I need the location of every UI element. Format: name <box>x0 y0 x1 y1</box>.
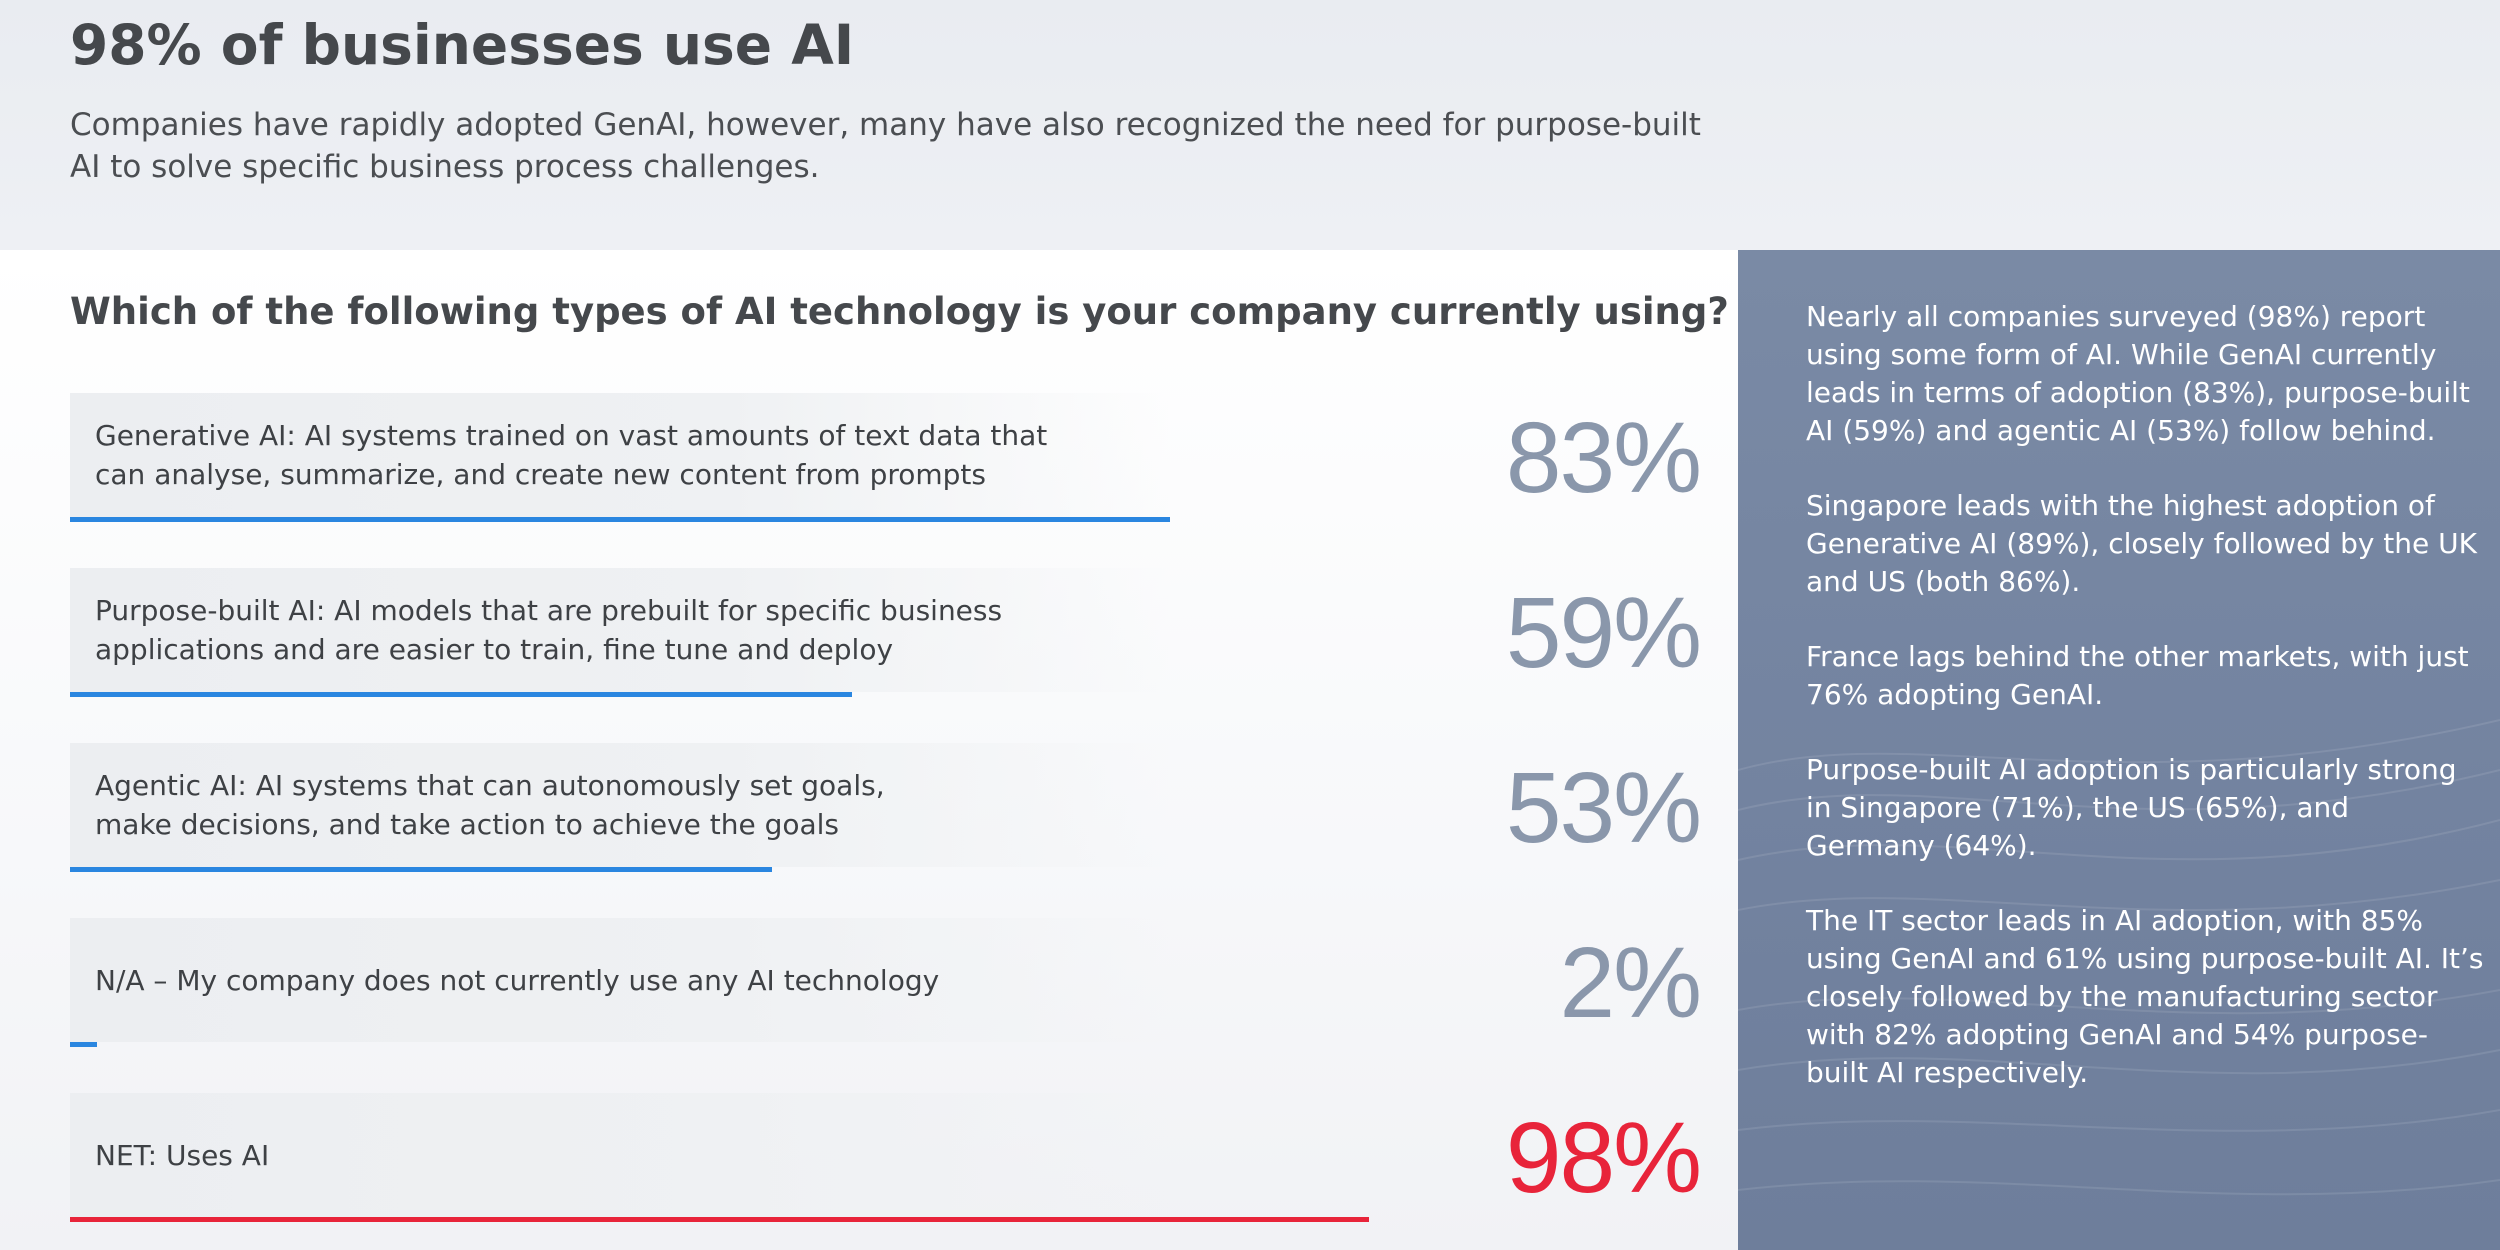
bar <box>70 1042 97 1047</box>
bar-track <box>70 692 1670 697</box>
chart-title: Which of the following types of AI techn… <box>70 290 1729 333</box>
bar-track <box>70 517 1670 522</box>
category-label: NET: Uses AI <box>95 1136 1095 1175</box>
bar <box>70 517 1170 522</box>
insight-paragraph: Nearly all companies surveyed (98%) repo… <box>1806 300 2470 447</box>
category-label: Agentic AI: AI systems that can autonomo… <box>95 766 1095 844</box>
category-label-line: make decisions, and take action to achie… <box>95 808 840 841</box>
data-label: 59% <box>1505 577 1702 689</box>
page-subtitle: Companies have rapidly adopted GenAI, ho… <box>70 107 1701 185</box>
bar <box>70 692 852 697</box>
bar-row: N/A – My company does not currently use … <box>70 918 1702 1048</box>
insights-text: Nearly all companies surveyed (98%) repo… <box>1806 298 2486 1129</box>
category-label-line: can analyse, summarize, and create new c… <box>95 458 986 491</box>
bar-row-card <box>70 743 1170 867</box>
insight-paragraph: Singapore leads with the highest adoptio… <box>1806 489 2478 598</box>
bar-row-card <box>70 918 1170 1042</box>
category-label: Purpose-built AI: AI models that are pre… <box>95 591 1095 669</box>
data-label: 2% <box>1559 927 1702 1039</box>
category-label-line: Agentic AI: AI systems that can autonomo… <box>95 769 885 802</box>
data-label: 53% <box>1505 752 1702 864</box>
bar-row: Purpose-built AI: AI models that are pre… <box>70 568 1702 698</box>
data-label: 83% <box>1505 402 1702 514</box>
chart-area: Which of the following types of AI techn… <box>0 250 1738 1250</box>
page-title: 98% of businesses use AI <box>70 13 855 77</box>
insight-paragraph: Purpose-built AI adoption is particularl… <box>1806 753 2457 862</box>
category-label-line: N/A – My company does not currently use … <box>95 964 940 997</box>
data-label: 98% <box>1505 1102 1702 1214</box>
bar-row: Agentic AI: AI systems that can autonomo… <box>70 743 1702 873</box>
bar <box>70 1217 1369 1222</box>
category-label-line: applications and are easier to train, fi… <box>95 633 894 666</box>
header: 98% of businesses use AI Companies have … <box>0 0 2500 250</box>
wave-decoration <box>1738 719 2500 1196</box>
insights-panel: Nearly all companies surveyed (98%) repo… <box>1738 250 2500 1250</box>
bar-row-card <box>70 393 1170 517</box>
bar-row: Generative AI: AI systems trained on vas… <box>70 393 1702 523</box>
bar-track <box>70 1217 1670 1222</box>
category-label-line: Generative AI: AI systems trained on vas… <box>95 419 1048 452</box>
bar-row: NET: Uses AI 98% <box>70 1093 1702 1223</box>
category-label: N/A – My company does not currently use … <box>95 961 1095 1000</box>
insight-paragraph: France lags behind the other markets, wi… <box>1806 640 2469 711</box>
bar-row-card <box>70 568 1170 692</box>
bar-track <box>70 1042 1670 1047</box>
category-label-line: Purpose-built AI: AI models that are pre… <box>95 594 1003 627</box>
bar <box>70 867 772 872</box>
category-label: Generative AI: AI systems trained on vas… <box>95 416 1095 494</box>
bar-track <box>70 867 1670 872</box>
insight-paragraph: The IT sector leads in AI adoption, with… <box>1806 904 2484 1089</box>
bar-row-card <box>70 1093 1170 1217</box>
category-label-line: NET: Uses AI <box>95 1139 270 1172</box>
